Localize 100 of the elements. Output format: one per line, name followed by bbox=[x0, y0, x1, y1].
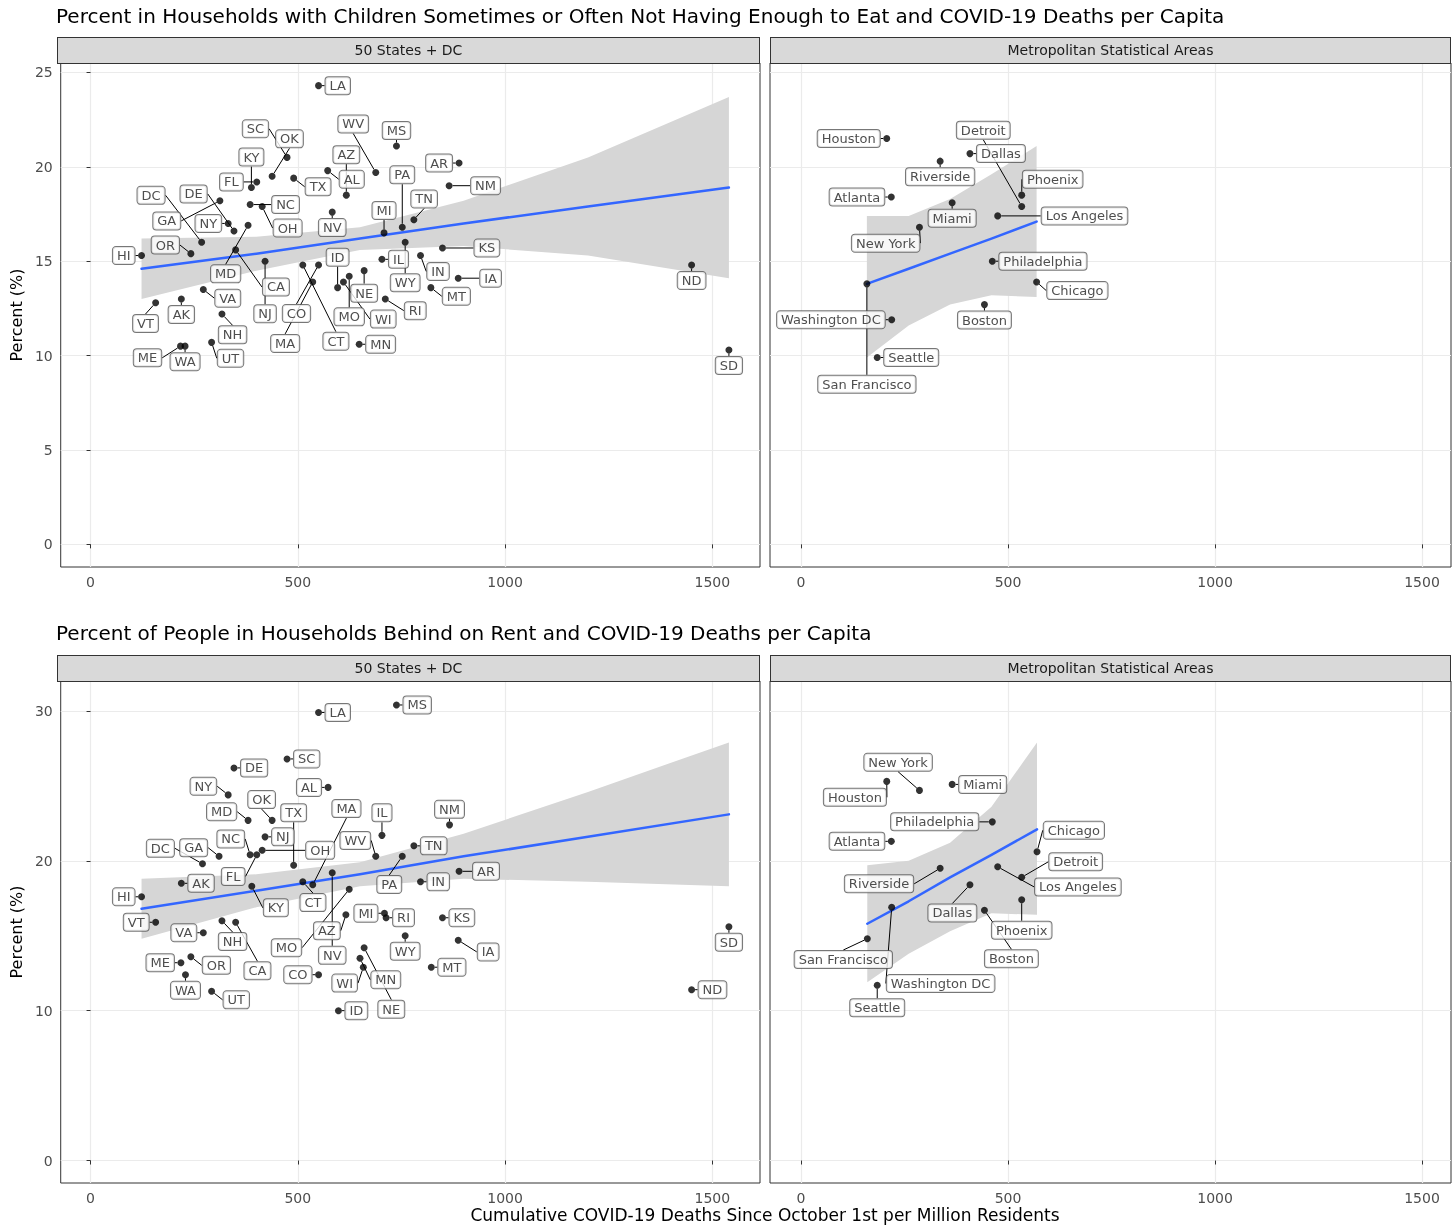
data-label: MD bbox=[215, 266, 237, 282]
data-label: MT bbox=[442, 959, 462, 975]
data-label: Phoenix bbox=[995, 922, 1048, 938]
x-tick-label: 500 bbox=[284, 1190, 312, 1206]
data-label: WA bbox=[174, 354, 196, 370]
data-label: WY bbox=[394, 275, 416, 291]
data-label: KY bbox=[243, 149, 260, 165]
data-label: KS bbox=[478, 240, 496, 256]
y-axis-title: Percent (%) bbox=[6, 268, 26, 362]
y-tick-label: 5 bbox=[43, 441, 53, 458]
data-label: Los Angeles bbox=[1039, 879, 1117, 895]
chart-title: Percent of People in Households Behind on Rent and COVID-19 Deaths per Capita bbox=[56, 621, 872, 645]
x-tick-label: 0 bbox=[86, 1190, 96, 1206]
data-label: IA bbox=[484, 270, 498, 286]
data-label: FL bbox=[224, 174, 240, 190]
data-label: OK bbox=[280, 131, 300, 147]
chart-title: Percent in Households with Children Sometimes or Often Not Having Enough to Eat and COVID-19 Deaths per Capita bbox=[56, 4, 1225, 28]
data-label: WA bbox=[174, 982, 197, 998]
data-label: OR bbox=[155, 237, 175, 253]
data-label: CO bbox=[288, 967, 308, 983]
data-label: NM bbox=[475, 178, 497, 194]
data-label: NY bbox=[199, 215, 218, 231]
data-label: NJ bbox=[276, 829, 290, 845]
data-label: NC bbox=[276, 197, 295, 213]
data-label: NH bbox=[222, 934, 243, 950]
data-label: MS bbox=[386, 123, 407, 139]
y-tick-label: 15 bbox=[34, 253, 53, 270]
chart-subtitle: 50 States + DC bbox=[57, 37, 760, 64]
data-label: WI bbox=[336, 975, 354, 991]
data-label: ID bbox=[330, 249, 345, 265]
data-label: CT bbox=[327, 333, 345, 349]
y-tick-label: 25 bbox=[34, 64, 53, 81]
x-tick-label: 1500 bbox=[694, 1190, 731, 1206]
data-label: Riverside bbox=[848, 876, 910, 892]
data-label: IL bbox=[392, 251, 405, 267]
data-label: MA bbox=[336, 801, 357, 817]
data-label: SD bbox=[719, 357, 739, 373]
x-tick-label: 0 bbox=[796, 574, 806, 590]
y-tick-label: 20 bbox=[34, 158, 53, 175]
data-label: HI bbox=[116, 248, 131, 264]
x-tick-label: 1000 bbox=[487, 1190, 523, 1206]
data-label: LA bbox=[329, 704, 347, 720]
data-label: CO bbox=[286, 305, 307, 321]
data-label: ME bbox=[137, 350, 158, 366]
data-label: LA bbox=[329, 78, 347, 94]
data-label: ID bbox=[349, 1003, 364, 1019]
data-label: TN bbox=[423, 838, 443, 854]
data-label: Atlanta bbox=[833, 833, 881, 849]
data-label: MO bbox=[275, 940, 298, 956]
data-label: SC bbox=[246, 121, 265, 137]
x-tick-label: 1000 bbox=[1197, 574, 1233, 590]
data-label: VT bbox=[127, 914, 145, 930]
y-tick-label: 30 bbox=[34, 702, 53, 719]
data-label: SD bbox=[719, 934, 739, 950]
x-tick-label: 500 bbox=[994, 1190, 1022, 1206]
data-label: Seattle bbox=[888, 349, 935, 365]
data-label: ND bbox=[702, 982, 723, 998]
data-label: ME bbox=[150, 955, 170, 971]
data-label: Phoenix bbox=[1026, 171, 1079, 187]
data-label: DE bbox=[184, 186, 203, 202]
data-label: Chicago bbox=[1047, 822, 1101, 838]
chart-subtitle: Metropolitan Statistical Areas bbox=[770, 37, 1451, 64]
data-label: AR bbox=[430, 155, 449, 171]
data-label: TX bbox=[308, 179, 327, 195]
data-label: RI bbox=[397, 910, 410, 926]
data-label: NH bbox=[222, 327, 243, 343]
data-label: Houston bbox=[821, 131, 876, 147]
x-tick-label: 1500 bbox=[1404, 574, 1440, 590]
data-label: MD bbox=[211, 804, 233, 820]
data-label: Philadelphia bbox=[895, 814, 975, 830]
data-label: NE bbox=[355, 285, 374, 301]
data-label: PA bbox=[394, 167, 411, 183]
data-label: IL bbox=[376, 805, 389, 821]
data-label: MI bbox=[358, 905, 374, 921]
data-label: Washington DC bbox=[781, 312, 881, 328]
data-label: TN bbox=[414, 191, 433, 207]
data-label: HI bbox=[116, 889, 131, 905]
data-label: OK bbox=[252, 792, 272, 808]
data-label: GA bbox=[157, 213, 177, 229]
data-label: WV bbox=[342, 116, 365, 132]
data-label: ND bbox=[681, 272, 702, 288]
data-label: MO bbox=[338, 309, 360, 325]
data-label: MN bbox=[370, 336, 392, 352]
data-label: UT bbox=[221, 350, 240, 366]
data-label: Dallas bbox=[980, 146, 1022, 162]
x-tick-label: 0 bbox=[796, 1190, 806, 1206]
data-label: NV bbox=[322, 220, 342, 236]
data-label: Detroit bbox=[1053, 854, 1099, 870]
data-label: VA bbox=[175, 925, 193, 941]
data-label: AK bbox=[172, 306, 191, 322]
data-label: Miami bbox=[932, 210, 972, 226]
data-label: AR bbox=[477, 863, 495, 879]
data-label: NJ bbox=[258, 306, 272, 322]
data-label: AL bbox=[343, 171, 361, 187]
chart-subtitle: Metropolitan Statistical Areas bbox=[770, 655, 1451, 682]
data-label: DC bbox=[141, 187, 161, 203]
data-label: RI bbox=[408, 303, 422, 319]
data-label: CT bbox=[304, 895, 322, 911]
data-label: DE bbox=[244, 760, 264, 776]
data-label: Seattle bbox=[854, 1000, 901, 1016]
